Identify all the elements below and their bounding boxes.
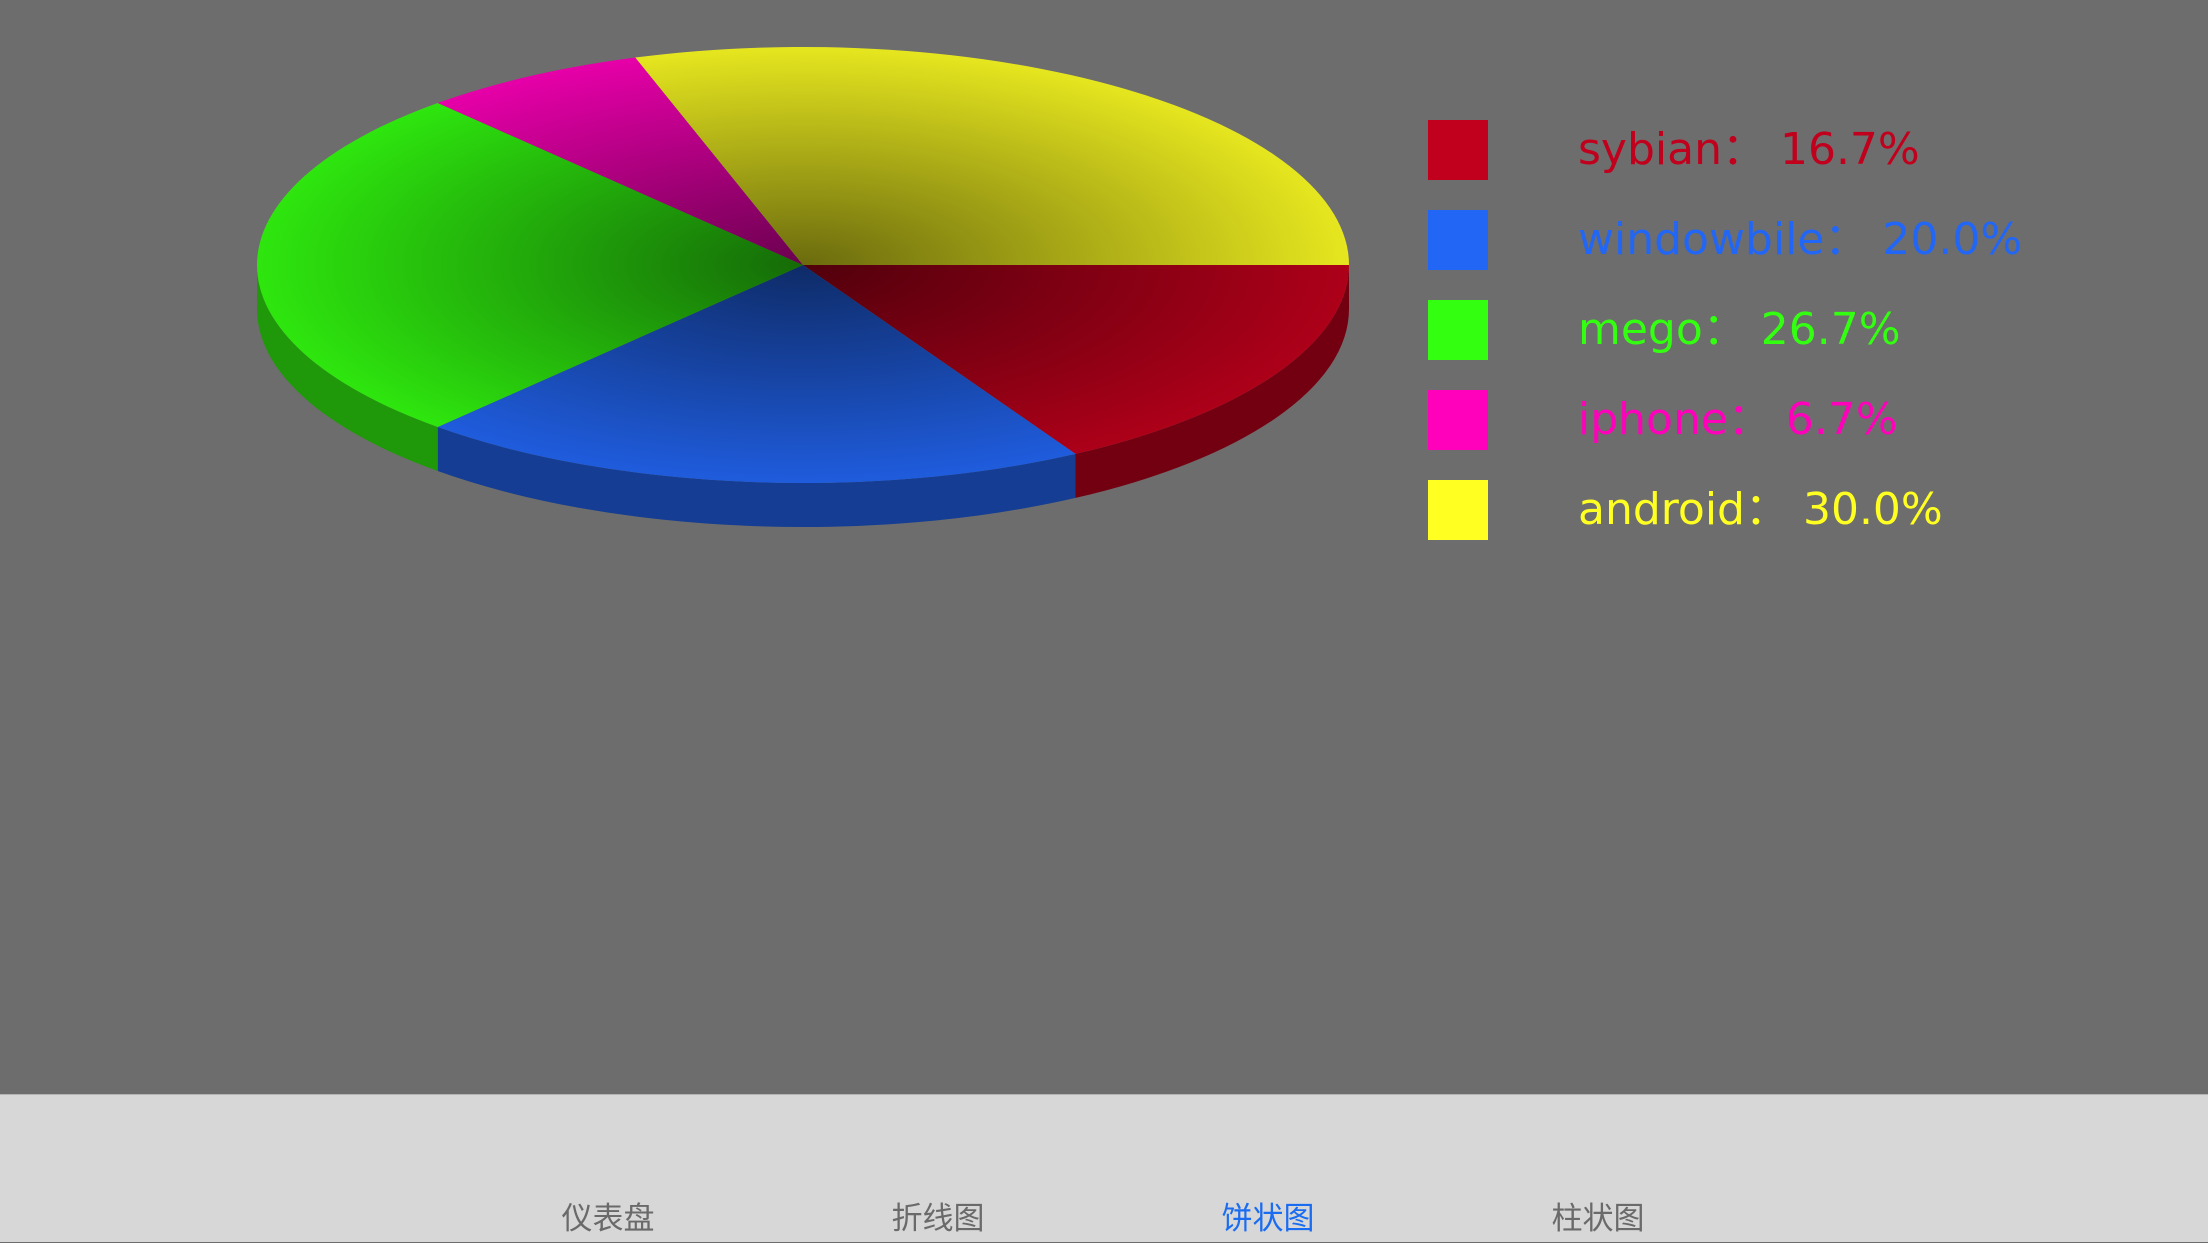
legend-label: mego： 26.7%: [1578, 304, 1901, 355]
legend-swatch: [1428, 480, 1488, 540]
tab-1[interactable]: 仪表盘: [561, 1201, 655, 1237]
legend-item-windowbile: windowbile： 20.0%: [1428, 210, 2208, 270]
legend-swatch: [1428, 210, 1488, 270]
tab-3[interactable]: 饼状图: [1221, 1201, 1315, 1237]
legend-label: windowbile： 20.0%: [1578, 214, 2023, 265]
tab-bar: 仪表盘 折线图 饼状图 柱状图: [0, 1094, 2208, 1242]
chart-area: sybian： 16.7% windowbile： 20.0% mego： 26.7…: [256, 47, 2208, 540]
tab-4[interactable]: 柱状图: [1551, 1201, 1645, 1237]
legend-item-sybian: sybian： 16.7%: [1428, 120, 2208, 180]
pie-wall-mego: [257, 265, 438, 472]
legend-label: iphone： 6.7%: [1578, 394, 1898, 445]
legend-label: android： 30.0%: [1578, 484, 1943, 535]
legend-swatch: [1428, 390, 1488, 450]
pie-slice-iphone: [437, 57, 803, 265]
pie-slice-windowbile: [437, 265, 1076, 483]
legend-swatch: [1428, 300, 1488, 360]
legend-swatch: [1428, 120, 1488, 180]
pie-slice-mego: [256, 102, 803, 428]
legend-item-mego: mego： 26.7%: [1428, 300, 2208, 360]
pie-wall-sybian: [1075, 265, 1349, 498]
pie-chart: [256, 47, 1349, 528]
legend-item-iphone: iphone： 6.7%: [1428, 390, 2208, 450]
legend-item-android: android： 30.0%: [1428, 480, 2208, 540]
pie-slice-sybian: [803, 265, 1349, 454]
pie-slice-android: [635, 47, 1349, 266]
tab-2[interactable]: 折线图: [891, 1201, 985, 1237]
legend-label: sybian： 16.7%: [1578, 124, 1920, 175]
pie-wall-windowbile: [437, 427, 1076, 528]
